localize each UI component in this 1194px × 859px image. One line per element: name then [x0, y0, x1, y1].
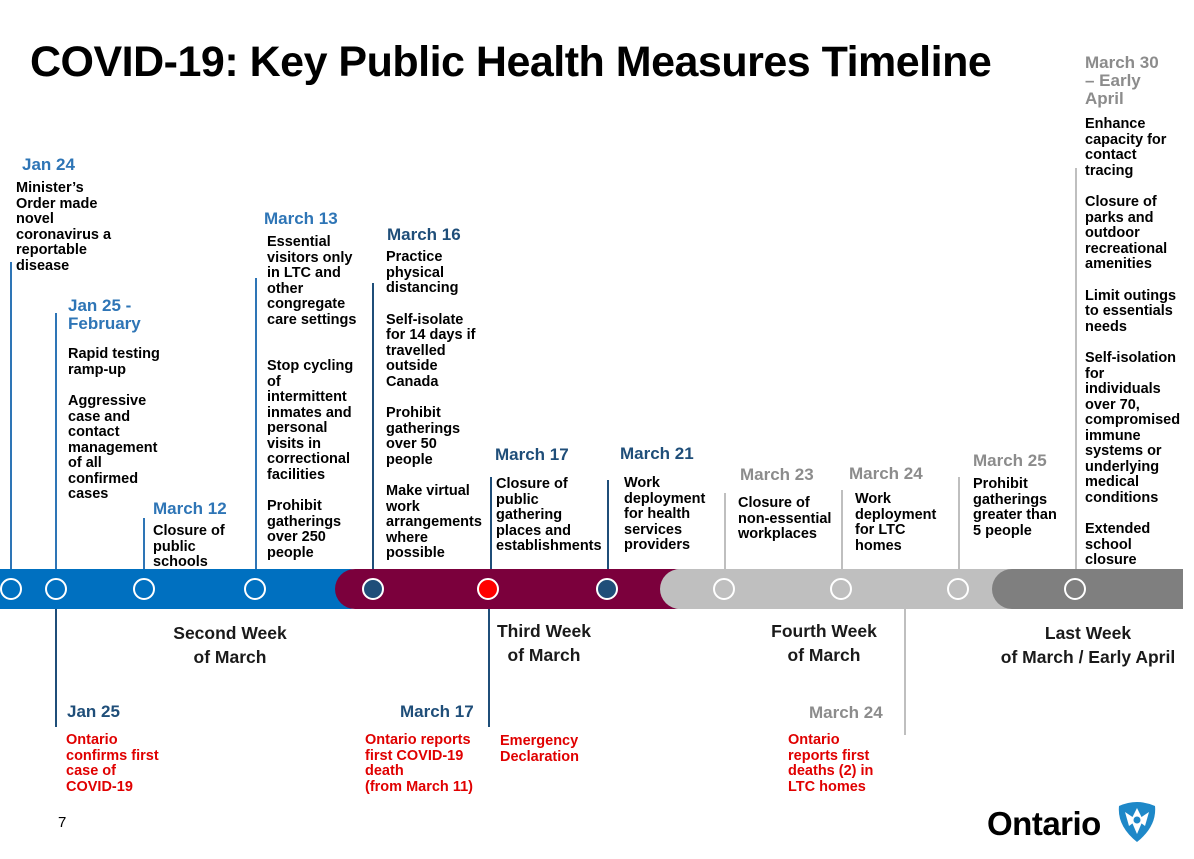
event-item: Rapid testing ramp-up — [68, 346, 160, 378]
connector-line — [724, 493, 726, 572]
event-date: March 21 — [620, 444, 694, 463]
connector-line — [607, 480, 609, 572]
event-item: Closure of parks and outdoor recreationa… — [1085, 194, 1168, 272]
page-title: COVID-19: Key Public Health Measures Tim… — [30, 38, 992, 86]
event-item: Closure of non-essential workplaces — [738, 495, 832, 542]
week-label: Third Week of March — [496, 621, 591, 665]
connector-line — [55, 313, 57, 572]
event-date: Jan 25 - February — [68, 296, 141, 333]
event-march-24-body: Work deployment for LTC homes — [855, 491, 950, 570]
event-item: Closure of public gathering places and e… — [496, 476, 602, 554]
event-march-17: March 17 — [495, 446, 569, 464]
week-label: Last Week of March / Early April — [1000, 623, 1176, 667]
event-item: Self-isolation for individuals over 70, … — [1085, 350, 1181, 506]
event-item: Prohibit gatherings over 50 people — [386, 405, 461, 468]
connector-line — [490, 477, 492, 572]
milestone-marker — [713, 578, 735, 600]
milestone-marker — [133, 578, 155, 600]
event-item: Stop cycling of intermittent inmates and… — [267, 358, 354, 483]
connector-line — [958, 477, 960, 572]
event-item: Minister’s Order made novel coronavirus … — [16, 180, 112, 274]
connector-line — [255, 278, 257, 572]
event-date: March 13 — [264, 209, 338, 228]
event-date: March 16 — [387, 225, 461, 244]
event-item: Self-isolate for 14 days if travelled ou… — [386, 311, 476, 390]
event-march-21: March 21 — [620, 445, 694, 463]
trillium-logo-icon — [1115, 798, 1159, 844]
page-number: 7 — [58, 814, 67, 831]
milestone-marker — [362, 578, 384, 600]
event-item: Prohibit gatherings greater than 5 peopl… — [973, 476, 1057, 539]
bottom-event-date: March 24 — [809, 703, 883, 722]
bottom-event-text: Ontario reports first deaths (2) in LTC … — [788, 732, 874, 795]
event-march-12: March 12 — [153, 500, 227, 518]
milestone-marker — [45, 578, 67, 600]
milestone-marker-red — [477, 578, 499, 600]
event-jan-25-feb-body: Rapid testing ramp-up Aggressive case an… — [68, 346, 173, 519]
event-item: Make virtual work arrangements where pos… — [386, 483, 482, 561]
event-march-30-body: Enhance capacity for contact tracing Clo… — [1085, 116, 1190, 585]
event-item: Extended school closure — [1085, 521, 1151, 568]
event-item: Limit outings to essentials needs — [1085, 287, 1177, 335]
emergency-declaration-text: Emergency Declaration — [500, 733, 579, 765]
milestone-marker — [947, 578, 969, 600]
event-item: Work deployment for health services prov… — [624, 475, 706, 553]
event-date: Jan 24 — [22, 155, 75, 174]
event-march-17-body: Closure of public gathering places and e… — [496, 476, 611, 571]
connector-line — [55, 605, 57, 727]
milestone-marker — [596, 578, 618, 600]
connector-line — [904, 605, 906, 735]
week-label: Fourth Week of March — [771, 621, 877, 665]
event-march-21-body: Work deployment for health services prov… — [624, 475, 719, 570]
event-march-16: March 16 — [387, 226, 461, 244]
event-march-23: March 23 — [740, 466, 814, 484]
event-march-25: March 25 — [973, 452, 1047, 470]
event-march-24: March 24 — [849, 465, 923, 483]
event-date: March 12 — [153, 499, 227, 518]
connector-line — [841, 490, 843, 572]
event-date: March 24 — [849, 464, 923, 483]
event-jan-25-feb: Jan 25 - February — [68, 297, 141, 333]
event-date: March 23 — [740, 465, 814, 484]
week-label: Second Week of March — [173, 623, 287, 667]
bottom-event-date: Jan 25 — [67, 702, 120, 721]
ontario-logo-text: Ontario — [987, 805, 1101, 842]
event-date: March 30 – Early April — [1085, 53, 1159, 108]
bottom-event-text: Ontario confirms first case of COVID-19 — [66, 732, 159, 795]
timeline-segment-maroon — [335, 569, 695, 609]
event-item: Closure of public schools — [153, 523, 225, 570]
event-item: Enhance capacity for contact tracing — [1085, 116, 1167, 179]
event-march-25-body: Prohibit gatherings greater than 5 peopl… — [973, 476, 1073, 555]
event-jan-24-body: Minister’s Order made novel coronavirus … — [16, 180, 126, 290]
event-march-23-body: Closure of non-essential workplaces — [738, 495, 838, 559]
event-march-13: March 13 — [264, 210, 338, 228]
event-item: Essential visitors only in LTC and other… — [267, 234, 357, 328]
event-item: Practice physical distancing — [386, 249, 459, 296]
connector-line — [10, 262, 12, 572]
milestone-marker — [244, 578, 266, 600]
event-march-12-body: Closure of public schools — [153, 523, 243, 587]
event-item: Prohibit gatherings over 250 people — [267, 498, 342, 561]
bottom-event-text: Ontario reports first COVID-19 death (fr… — [365, 732, 473, 795]
connector-line — [143, 518, 145, 572]
event-march-16-body: Practice physical distancing Self-isolat… — [386, 249, 494, 578]
milestone-marker — [830, 578, 852, 600]
event-item: Aggressive case and contact management o… — [68, 393, 158, 502]
event-march-30: March 30 – Early April — [1085, 54, 1159, 108]
milestone-marker — [1064, 578, 1086, 600]
event-date: March 17 — [495, 445, 569, 464]
bottom-event-date: March 17 — [400, 702, 474, 721]
event-item: Work deployment for LTC homes — [855, 491, 937, 554]
event-date: March 25 — [973, 451, 1047, 470]
connector-line — [1075, 168, 1077, 572]
event-jan-24: Jan 24 — [22, 156, 75, 174]
connector-line — [372, 283, 374, 572]
milestone-marker — [0, 578, 22, 600]
timeline-segment-dark-grey — [992, 569, 1183, 609]
event-march-13-body: Essential visitors only in LTC and other… — [267, 234, 372, 577]
connector-line — [488, 605, 490, 727]
